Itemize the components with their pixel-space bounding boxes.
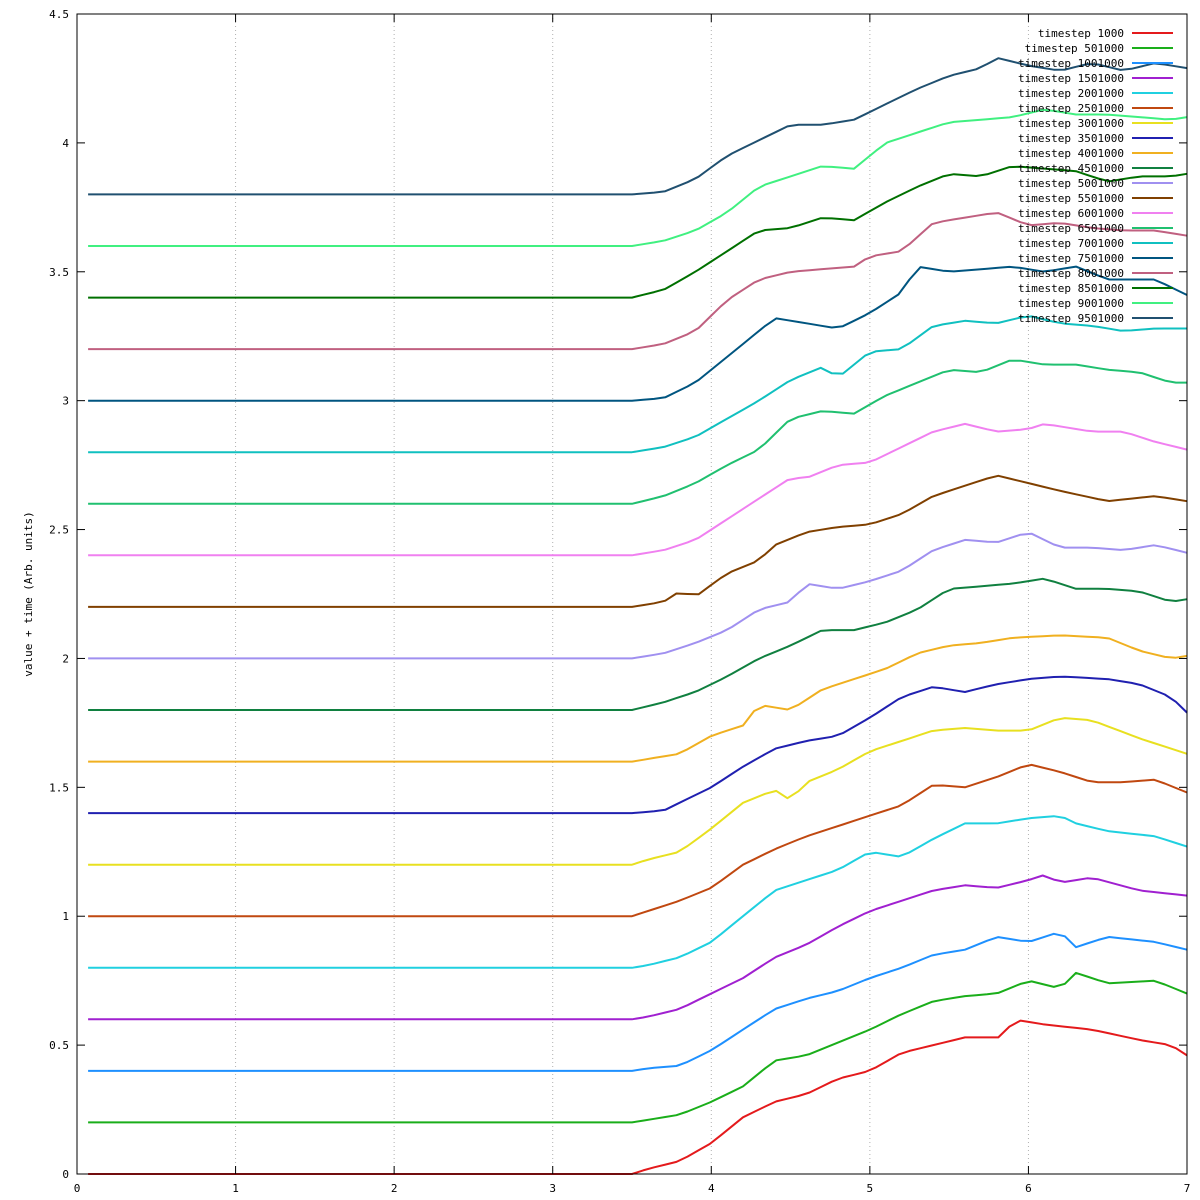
x-tick-label: 1 — [232, 1182, 239, 1195]
y-tick-label: 3.5 — [49, 266, 69, 279]
y-axis-title: value + time (Arb. units) — [22, 511, 35, 677]
legend-label: timestep 7501000 — [1018, 252, 1124, 265]
legend-label: timestep 5001000 — [1018, 177, 1124, 190]
series-line-4 — [88, 815, 1188, 969]
axis-ticks: 0 1 2 3 4 5 6 7 0 0.5 1 1.5 2 2.5 3 3.5 4 4.5 — [49, 8, 1190, 1195]
legend-label: timestep 6001000 — [1018, 207, 1124, 220]
legend-label: timestep 2001000 — [1018, 87, 1124, 100]
x-tick-label: 3 — [549, 1182, 556, 1195]
y-tick-label: 4.5 — [49, 8, 69, 21]
x-tick-label: 5 — [867, 1182, 874, 1195]
plot-frame — [76, 13, 1188, 1175]
y-tick-label: 0.5 — [49, 1039, 69, 1052]
y-tick-label: 1.5 — [49, 781, 69, 794]
x-tick-label: 4 — [708, 1182, 715, 1195]
series-line-12 — [88, 422, 1188, 557]
series-line-15 — [88, 265, 1188, 402]
legend-label: timestep 3501000 — [1018, 132, 1124, 145]
y-tick-label: 2 — [62, 652, 69, 665]
series-line-7 — [88, 675, 1188, 815]
series-line-16 — [88, 212, 1188, 351]
legend-label: timestep 5501000 — [1018, 192, 1124, 205]
series-line-13 — [88, 359, 1187, 505]
series-line-18 — [88, 108, 1188, 247]
legend-label: timestep 4001000 — [1018, 147, 1124, 160]
y-tick-label: 3 — [62, 395, 69, 408]
legend-label: timestep 4501000 — [1018, 162, 1124, 175]
series-line-11 — [88, 474, 1188, 608]
legend-label: timestep 8501000 — [1018, 282, 1124, 295]
legend-label: timestep 9501000 — [1018, 312, 1124, 325]
legend-label: timestep 1000 — [1038, 27, 1124, 40]
y-tick-label: 1 — [62, 910, 69, 923]
legend-label: timestep 7001000 — [1018, 237, 1124, 250]
y-tick-label: 4 — [62, 137, 69, 150]
legend-label: timestep 1001000 — [1018, 57, 1124, 70]
series-line-1 — [88, 971, 1188, 1124]
x-tick-label: 0 — [74, 1182, 81, 1195]
legend-label: timestep 1501000 — [1018, 72, 1124, 85]
series-line-2 — [88, 932, 1188, 1072]
y-tick-label: 2.5 — [49, 524, 69, 537]
series-line-5 — [88, 763, 1188, 918]
series-line-3 — [88, 874, 1188, 1021]
series-line-19 — [88, 57, 1188, 196]
y-tick-label: 0 — [62, 1168, 69, 1181]
legend-label: timestep 9001000 — [1018, 297, 1124, 310]
x-tick-label: 2 — [391, 1182, 398, 1195]
legend-label: timestep 6501000 — [1018, 222, 1124, 235]
x-tick-label: 6 — [1025, 1182, 1032, 1195]
series-line-8 — [88, 634, 1188, 763]
legend: timestep 1000 timestep 501000 timestep 100… — [1018, 27, 1173, 325]
legend-label: timestep 8001000 — [1018, 267, 1124, 280]
series-line-14 — [88, 315, 1187, 454]
legend-label: timestep 2501000 — [1018, 102, 1124, 115]
series-line-17 — [88, 165, 1188, 299]
x-tick-label: 7 — [1184, 1182, 1191, 1195]
series-line-10 — [88, 532, 1188, 660]
grid — [235, 14, 1029, 1174]
legend-label: timestep 501000 — [1025, 42, 1124, 55]
legend-label: timestep 3001000 — [1018, 117, 1124, 130]
series-line-9 — [88, 577, 1188, 711]
series-line-6 — [88, 717, 1188, 866]
